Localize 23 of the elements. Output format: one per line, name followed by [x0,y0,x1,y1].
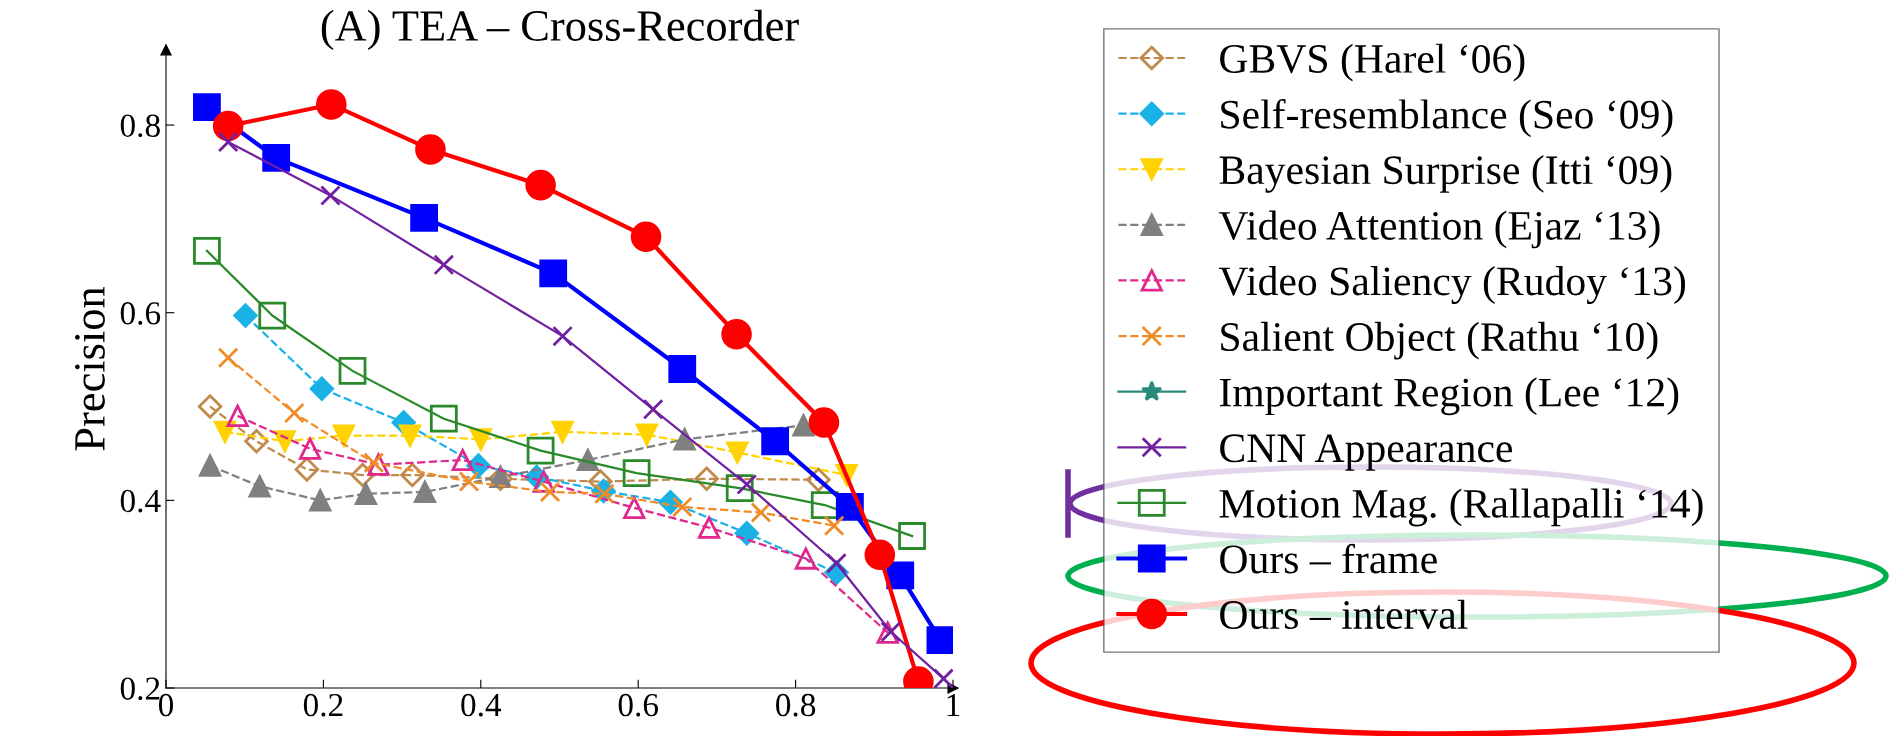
legend-label: Bayesian Surprise (Itti ‘09) [1219,154,1672,193]
x-tick-label: 0.4 [461,693,502,717]
legend-label: CNN Appearance [1220,434,1512,471]
x-tick-label: 0.8 [776,693,816,717]
y-tick-label: 0.8 [120,114,160,138]
x-tick-label: 0.6 [618,693,659,717]
x-tick-label: 0 [158,693,174,717]
legend-label: Important Region (Lee ‘12) [1219,377,1679,416]
legend-label: Motion Mag. (Rallapalli ‘14) [1219,488,1703,527]
legend-label: Ours – interval [1220,599,1468,630]
x-tick-label: 1 [947,693,960,716]
legend-label: GBVS (Harel ‘06) [1220,43,1525,82]
y-tick-label: 0.6 [120,302,161,325]
chart-title: (A) TEA – Cross-Recorder [321,9,799,50]
y-tick-label: 0.4 [120,489,161,513]
legend-label: Video Attention (Ejaz ‘13) [1218,210,1660,249]
legend-label: Video Saliency (Rudoy ‘13) [1218,266,1686,305]
y-tick-label: 0.2 [120,677,160,701]
legend-label: Self-resemblance (Seo ‘09) [1221,98,1673,138]
x-tick-label: 0.2 [303,693,343,717]
legend-label: Ours – frame [1220,543,1437,574]
y-axis-title: Precision [75,286,105,451]
legend-label: Salient Object (Rathu ‘10) [1221,321,1658,360]
